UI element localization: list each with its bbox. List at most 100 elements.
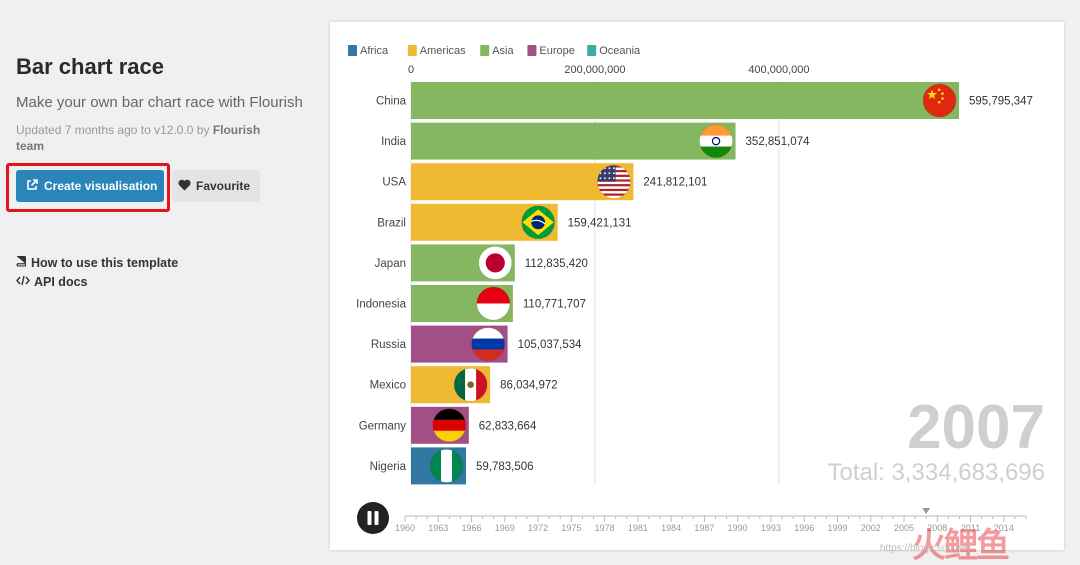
watermark-logo: 火鲤鱼 [912,526,1010,565]
bar-rect[interactable] [411,82,959,119]
pause-button-bg[interactable] [357,502,389,534]
bar-rect[interactable] [411,122,736,160]
bar-indonesia[interactable]: Indonesia 110,771,707 [356,285,586,322]
timeline-year-label[interactable]: 1975 [561,523,581,533]
flag-part [699,135,733,147]
timeline-year-label[interactable]: 1987 [694,523,714,533]
timeline-year-label[interactable]: 1981 [628,523,648,533]
flag-star [604,177,606,180]
legend-item-africa[interactable]: Africa [348,45,389,57]
bar-category-label: Nigeria [370,461,407,473]
brazil-flag-icon [521,205,556,240]
bar-brazil[interactable]: Brazil 159,421,131 [377,203,632,241]
update-text: Updated 7 months ago to v12.0.0 by [16,123,213,137]
flag-wheel [711,136,721,146]
flag-body [923,84,956,117]
timeline-year-label[interactable]: 1996 [794,523,814,533]
highlight-box [6,163,170,212]
timeline-year-label[interactable]: 2005 [894,523,914,533]
flag-part [597,181,631,185]
legend-swatch [480,45,490,56]
timeline-year-label[interactable]: 1960 [395,523,415,533]
legend-item-europe[interactable]: Europe [527,45,575,57]
legend-label: Europe [539,45,574,57]
bar-mexico[interactable]: Mexico 86,034,972 [370,366,558,404]
flag-part [432,419,466,431]
author-link[interactable]: Flourish team [16,123,261,153]
bar-russia[interactable]: Russia 105,037,534 [371,325,582,363]
create-visualisation-button[interactable]: Create visualisation [16,170,164,202]
timeline-year-label[interactable]: 2008 [927,523,947,533]
flag-part [471,349,505,361]
bar-japan[interactable]: Japan 112,835,420 [375,244,588,282]
x-tick-label: 400,000,000 [748,64,809,76]
x-tick-label: 200,000,000 [564,64,625,76]
bar-india[interactable]: India 352,851,074 [381,122,810,160]
bar-value-label: 112,835,420 [525,258,588,270]
flag-outline [453,367,488,402]
timeline-year-label[interactable]: 1990 [728,523,748,533]
nigeria-flag-icon [429,448,464,483]
timeline-year-label[interactable]: 2011 [961,523,980,533]
usa-flag-icon [596,164,631,199]
flag-body [454,368,488,402]
legend-item-asia[interactable]: Asia [480,45,514,57]
update-info: Updated 7 months ago to v12.0.0 by Flour… [16,122,286,154]
pause-button[interactable] [357,502,389,534]
legend-item-americas[interactable]: Americas [407,45,466,57]
bar-nigeria[interactable]: Nigeria 59,783,506 [370,447,534,485]
flag-part [597,184,631,187]
flag-part [476,287,510,304]
bar-value-label: 595,795,347 [969,96,1033,108]
timeline-year-label[interactable]: 1978 [595,523,615,533]
bar-category-label: Japan [375,258,406,270]
favourite-label: Favourite [196,179,251,193]
legend-item-oceania[interactable]: Oceania [587,45,641,57]
api-docs-link[interactable]: API docs [16,275,88,289]
flag-outline [521,205,556,240]
flag-star [608,177,611,180]
legend-swatch [527,45,537,56]
bar-germany[interactable]: Germany 62,833,664 [359,406,537,444]
bar-category-label: Mexico [370,380,406,392]
watermark-url: https://blog.csdn.net [880,543,970,554]
chart-panel: Africa Americas Asia Europe Oceania 0 200,000,… [330,22,1064,550]
bar-value-label: 110,771,707 [523,299,586,311]
create-visualisation-label: Create visualisation [44,179,158,193]
flag-part [454,368,466,402]
api-docs-label: API docs [34,275,88,289]
flag-part [451,449,463,483]
timeline-handle[interactable] [922,508,931,514]
flag-star [613,167,615,170]
russia-flag-icon [471,327,506,362]
indonesia-flag-icon [476,286,511,321]
flag-body [432,408,466,442]
flag-star [604,172,606,175]
timeline-year-label[interactable]: 2014 [994,523,1014,533]
timeline-year-label[interactable]: 1963 [428,523,448,533]
flag-outline [922,83,957,118]
flag-part [597,188,631,192]
bar-rect[interactable] [411,163,634,201]
how-to-use-link[interactable]: How to use this template [16,255,178,270]
timeline-year-label[interactable]: 1972 [528,523,548,533]
favourite-button[interactable]: Favourite [172,170,260,202]
heart-icon [178,179,191,194]
timeline-year-label[interactable]: 1993 [761,523,781,533]
bar-value-label: 59,783,506 [476,461,534,473]
timeline-year-label[interactable]: 1966 [462,523,482,533]
flag-star [937,88,941,92]
timeline-year-label[interactable]: 1984 [661,523,681,533]
timeline-slider[interactable]: 1960 1963 1966 1969 1972 1975 1978 1981 1984 1987… [395,508,1027,533]
timeline-year-label[interactable]: 1999 [827,523,847,533]
legend-swatch [587,45,597,56]
flag-star [941,97,944,100]
flag-part [471,338,505,350]
bar-china[interactable]: China 595,795,347 [376,82,1033,119]
timeline-year-label[interactable]: 1969 [495,523,515,533]
bar-usa[interactable]: USA 241,812,101 [382,163,707,201]
mexico-flag-icon [453,367,488,402]
india-flag-icon [699,124,734,159]
timeline-year-label[interactable]: 2002 [861,523,881,533]
flag-part [699,146,733,158]
